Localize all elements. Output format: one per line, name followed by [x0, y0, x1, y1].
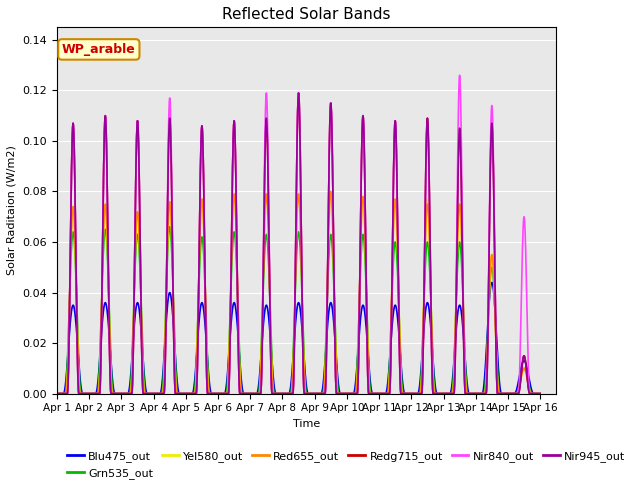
Nir945_out: [104, 256, 112, 262]
Grn535_out: [104, 274, 112, 280]
Red655_out: [427, 279, 435, 285]
Nir945_out: [388, 284, 396, 289]
Nir840_out: [427, 269, 435, 275]
Legend: Blu475_out, Grn535_out, Yel580_out, Red655_out, Redg715_out, Nir840_out, Nir945_: Blu475_out, Grn535_out, Yel580_out, Red6…: [63, 447, 630, 480]
Yel580_out: [53, 391, 61, 396]
Red655_out: [286, 391, 294, 396]
Blu475_out: [53, 391, 61, 396]
Line: Yel580_out: Yel580_out: [57, 192, 540, 394]
Line: Redg715_out: Redg715_out: [57, 93, 540, 394]
Yel580_out: [111, 391, 119, 396]
Grn535_out: [216, 391, 223, 396]
Nir840_out: [215, 391, 223, 396]
Redg715_out: [53, 391, 61, 396]
Red655_out: [53, 391, 61, 396]
Nir840_out: [456, 72, 463, 78]
Title: Reflected Solar Bands: Reflected Solar Bands: [222, 7, 391, 22]
X-axis label: Time: Time: [293, 419, 320, 429]
Yel580_out: [388, 281, 396, 287]
Y-axis label: Solar Raditaion (W/m2): Solar Raditaion (W/m2): [7, 145, 17, 276]
Nir840_out: [111, 391, 119, 396]
Red655_out: [104, 270, 112, 276]
Redg715_out: [427, 274, 435, 280]
Blu475_out: [215, 391, 223, 396]
Line: Grn535_out: Grn535_out: [57, 227, 540, 394]
Nir840_out: [53, 391, 61, 396]
Grn535_out: [286, 391, 294, 396]
Redg715_out: [215, 391, 223, 396]
Line: Blu475_out: Blu475_out: [57, 282, 540, 394]
Grn535_out: [388, 292, 396, 298]
Nir945_out: [215, 391, 223, 396]
Red655_out: [327, 189, 335, 194]
Grn535_out: [53, 391, 61, 396]
Redg715_out: [104, 256, 112, 262]
Yel580_out: [104, 270, 112, 276]
Blu475_out: [427, 320, 435, 326]
Redg715_out: [388, 284, 396, 289]
Redg715_out: [536, 391, 544, 396]
Line: Nir945_out: Nir945_out: [57, 93, 540, 394]
Grn535_out: [536, 391, 544, 396]
Red655_out: [388, 281, 396, 287]
Redg715_out: [286, 391, 294, 396]
Red655_out: [215, 391, 223, 396]
Nir840_out: [388, 292, 396, 298]
Red655_out: [536, 391, 544, 396]
Nir945_out: [53, 391, 61, 396]
Nir945_out: [536, 391, 544, 396]
Yel580_out: [536, 391, 544, 396]
Yel580_out: [327, 189, 335, 194]
Nir945_out: [427, 274, 435, 280]
Blu475_out: [104, 319, 112, 324]
Redg715_out: [111, 391, 119, 396]
Red655_out: [111, 391, 119, 396]
Nir945_out: [294, 90, 302, 96]
Line: Nir840_out: Nir840_out: [57, 75, 540, 394]
Grn535_out: [166, 224, 173, 230]
Nir840_out: [536, 391, 544, 396]
Yel580_out: [427, 276, 435, 282]
Grn535_out: [111, 391, 119, 396]
Line: Red655_out: Red655_out: [57, 192, 540, 394]
Yel580_out: [286, 391, 294, 396]
Nir840_out: [104, 256, 112, 262]
Blu475_out: [286, 388, 294, 394]
Nir840_out: [286, 391, 294, 396]
Blu475_out: [111, 391, 119, 396]
Yel580_out: [215, 391, 223, 396]
Nir945_out: [286, 391, 294, 396]
Redg715_out: [294, 90, 302, 96]
Blu475_out: [388, 326, 396, 332]
Blu475_out: [536, 391, 544, 396]
Nir945_out: [111, 391, 119, 396]
Blu475_out: [488, 279, 495, 285]
Grn535_out: [427, 289, 435, 295]
Text: WP_arable: WP_arable: [62, 43, 136, 56]
